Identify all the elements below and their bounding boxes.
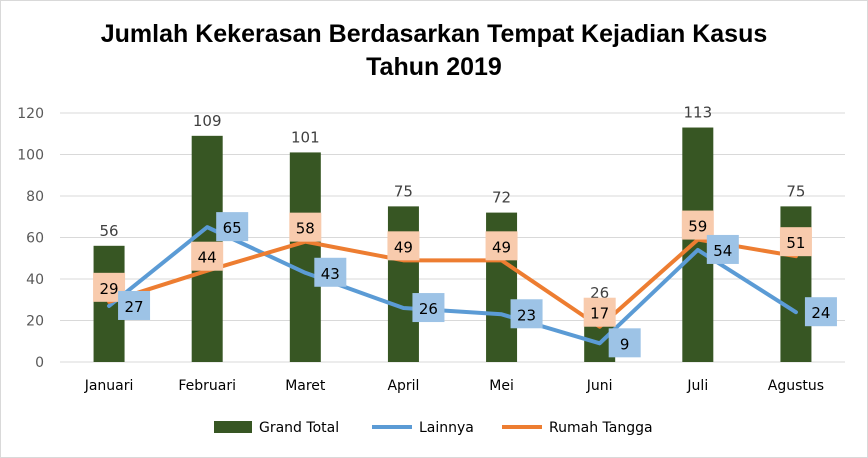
- data-label-rumah-tangga: 59: [688, 218, 707, 236]
- y-tick-label: 40: [26, 272, 44, 288]
- data-label-box-rumah-tangga: [583, 297, 616, 327]
- x-tick-label: April: [387, 378, 419, 394]
- y-tick-label: 0: [35, 355, 44, 371]
- legend-label-rumah-tangga: Rumah Tangga: [549, 420, 653, 436]
- legend-swatch-grand-total: [214, 421, 252, 433]
- data-label-lainnya: 23: [517, 306, 536, 324]
- x-tick-label: Juli: [686, 378, 708, 394]
- data-label-box-lainnya: [608, 328, 641, 358]
- line-rumah-tangga: [107, 237, 798, 329]
- y-tick-label: 120: [17, 106, 44, 122]
- data-label-box-lainnya: [412, 293, 445, 323]
- data-label-box-rumah-tangga: [485, 231, 518, 261]
- data-label-lainnya: 65: [223, 219, 242, 237]
- data-label-rumah-tangga: 51: [786, 234, 805, 252]
- x-tick-label: Maret: [285, 378, 326, 394]
- chart-title: Jumlah Kekerasan Berdasarkan Tempat Keja…: [0, 18, 868, 84]
- data-label-box-rumah-tangga: [779, 227, 812, 257]
- data-label-rumah-tangga: 58: [296, 220, 315, 238]
- data-label-grand-total: 56: [100, 222, 119, 240]
- y-tick-label: 20: [26, 314, 44, 330]
- data-label-box-rumah-tangga: [289, 212, 322, 242]
- data-label-lainnya: 54: [713, 242, 732, 260]
- data-label-box-rumah-tangga: [191, 241, 224, 271]
- x-tick-label: Juni: [586, 378, 613, 394]
- legend-label-lainnya: Lainnya: [419, 420, 474, 436]
- data-label-lainnya: 9: [620, 335, 630, 353]
- data-label-rumah-tangga: 49: [492, 238, 511, 256]
- data-label-grand-total: 75: [394, 182, 413, 200]
- y-tick-label: 100: [17, 148, 44, 164]
- data-label-rumah-tangga: 49: [394, 238, 413, 256]
- data-label-grand-total: 109: [193, 112, 222, 130]
- data-label-box-lainnya: [510, 299, 543, 329]
- data-label-lainnya: 26: [419, 300, 438, 318]
- chart-title-line-1: Jumlah Kekerasan Berdasarkan Tempat Keja…: [100, 20, 768, 48]
- data-label-grand-total: 26: [590, 284, 609, 302]
- data-label-grand-total: 72: [492, 189, 511, 207]
- data-label-box-lainnya: [216, 212, 249, 242]
- x-tick-label: Februari: [178, 378, 236, 394]
- x-tick-label: Januari: [84, 378, 134, 394]
- data-label-rumah-tangga: 44: [198, 249, 217, 267]
- data-label-box-lainnya: [804, 297, 837, 327]
- data-label-grand-total: 101: [291, 128, 320, 146]
- data-label-grand-total: 75: [786, 182, 805, 200]
- data-label-rumah-tangga: 17: [590, 305, 609, 323]
- bar-grand-total: [387, 206, 419, 362]
- legend-label-grand-total: Grand Total: [259, 420, 339, 436]
- data-label-box-lainnya: [706, 234, 739, 264]
- data-label-box-lainnya: [118, 290, 151, 320]
- data-label-lainnya: 24: [811, 304, 830, 322]
- data-label-box-rumah-tangga: [681, 210, 714, 240]
- chart-title-line-2: Tahun 2019: [366, 53, 502, 81]
- y-tick-label: 60: [26, 231, 44, 247]
- data-label-grand-total: 113: [683, 104, 712, 122]
- x-tick-label: Agustus: [768, 378, 824, 394]
- data-label-box-rumah-tangga: [387, 231, 420, 261]
- data-label-lainnya: 27: [125, 298, 144, 316]
- data-label-rumah-tangga: 29: [100, 280, 119, 298]
- data-label-box-lainnya: [314, 257, 347, 287]
- data-label-lainnya: 43: [321, 265, 340, 283]
- x-tick-label: Mei: [489, 378, 514, 394]
- bar-grand-total: [289, 152, 321, 362]
- y-tick-label: 80: [26, 189, 44, 205]
